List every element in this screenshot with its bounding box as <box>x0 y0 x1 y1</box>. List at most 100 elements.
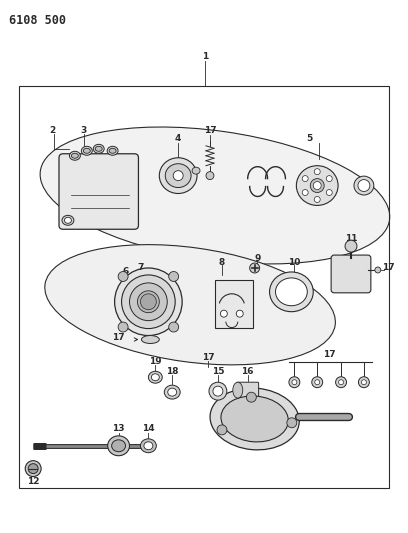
Circle shape <box>220 310 227 317</box>
Text: 10: 10 <box>288 257 301 266</box>
FancyBboxPatch shape <box>331 255 371 293</box>
Text: 17: 17 <box>382 263 395 272</box>
Text: 1: 1 <box>202 52 208 61</box>
FancyBboxPatch shape <box>237 382 259 398</box>
Circle shape <box>314 197 320 203</box>
Text: 4: 4 <box>175 134 182 143</box>
Circle shape <box>314 168 320 175</box>
Circle shape <box>326 175 332 182</box>
Ellipse shape <box>164 385 180 399</box>
Ellipse shape <box>233 382 243 398</box>
Circle shape <box>289 377 300 387</box>
Circle shape <box>326 190 332 196</box>
Ellipse shape <box>115 268 182 336</box>
Circle shape <box>375 267 381 273</box>
Bar <box>19 86 389 488</box>
Text: 17: 17 <box>204 126 216 135</box>
Ellipse shape <box>40 127 390 264</box>
Ellipse shape <box>275 278 307 306</box>
Circle shape <box>169 271 179 281</box>
Ellipse shape <box>108 436 129 456</box>
Text: 15: 15 <box>212 367 224 376</box>
Text: 17: 17 <box>202 353 214 362</box>
Circle shape <box>336 377 346 387</box>
Circle shape <box>315 379 320 385</box>
Ellipse shape <box>109 148 116 154</box>
Text: 8: 8 <box>219 257 225 266</box>
Ellipse shape <box>221 396 288 442</box>
Ellipse shape <box>95 147 102 151</box>
Circle shape <box>292 379 297 385</box>
Text: 11: 11 <box>345 233 357 243</box>
Text: 13: 13 <box>112 424 125 433</box>
Circle shape <box>118 322 128 332</box>
Text: 5: 5 <box>306 134 313 143</box>
Circle shape <box>213 386 223 396</box>
Text: 19: 19 <box>149 357 162 366</box>
Ellipse shape <box>45 245 335 365</box>
Ellipse shape <box>149 372 162 383</box>
Circle shape <box>206 172 214 180</box>
Circle shape <box>312 377 323 387</box>
Ellipse shape <box>69 151 80 160</box>
Ellipse shape <box>210 388 299 450</box>
Text: 7: 7 <box>137 263 144 272</box>
Circle shape <box>358 180 370 191</box>
Circle shape <box>287 418 297 427</box>
Text: 6: 6 <box>122 268 129 277</box>
Circle shape <box>313 182 321 190</box>
Ellipse shape <box>142 336 159 343</box>
Ellipse shape <box>129 283 167 321</box>
FancyBboxPatch shape <box>215 280 253 328</box>
Circle shape <box>250 263 259 273</box>
Circle shape <box>217 425 227 435</box>
Ellipse shape <box>122 275 175 328</box>
Ellipse shape <box>140 439 156 453</box>
Ellipse shape <box>64 217 71 223</box>
Circle shape <box>339 379 344 385</box>
Ellipse shape <box>165 164 191 188</box>
Ellipse shape <box>112 440 126 452</box>
Circle shape <box>345 240 357 252</box>
Ellipse shape <box>137 291 159 313</box>
Circle shape <box>236 310 243 317</box>
Circle shape <box>361 379 366 385</box>
Circle shape <box>246 392 256 402</box>
Ellipse shape <box>144 442 153 450</box>
Ellipse shape <box>270 272 313 312</box>
Ellipse shape <box>296 166 338 205</box>
Ellipse shape <box>81 147 92 155</box>
Circle shape <box>28 464 38 474</box>
Ellipse shape <box>159 158 197 193</box>
Ellipse shape <box>354 176 374 195</box>
Circle shape <box>209 382 227 400</box>
Text: 18: 18 <box>166 367 178 376</box>
Text: 3: 3 <box>81 126 87 135</box>
Circle shape <box>359 377 369 387</box>
Text: 16: 16 <box>242 367 254 376</box>
Ellipse shape <box>62 215 74 225</box>
Circle shape <box>25 461 41 477</box>
Ellipse shape <box>83 148 90 154</box>
Ellipse shape <box>93 144 104 154</box>
Ellipse shape <box>107 147 118 155</box>
Circle shape <box>173 171 183 181</box>
Text: 6108 500: 6108 500 <box>9 14 67 27</box>
Text: 9: 9 <box>255 254 261 263</box>
Text: 2: 2 <box>49 126 55 135</box>
Circle shape <box>118 271 128 281</box>
Circle shape <box>302 175 308 182</box>
Ellipse shape <box>71 154 78 158</box>
Circle shape <box>140 294 156 310</box>
Ellipse shape <box>192 167 200 174</box>
Text: 12: 12 <box>27 477 40 486</box>
Ellipse shape <box>168 388 177 396</box>
Circle shape <box>310 179 324 192</box>
Circle shape <box>169 322 179 332</box>
Text: 17: 17 <box>323 350 335 359</box>
Circle shape <box>302 190 308 196</box>
Text: 17: 17 <box>112 333 125 342</box>
Text: 14: 14 <box>142 424 155 433</box>
FancyBboxPatch shape <box>59 154 138 229</box>
Ellipse shape <box>151 374 159 381</box>
